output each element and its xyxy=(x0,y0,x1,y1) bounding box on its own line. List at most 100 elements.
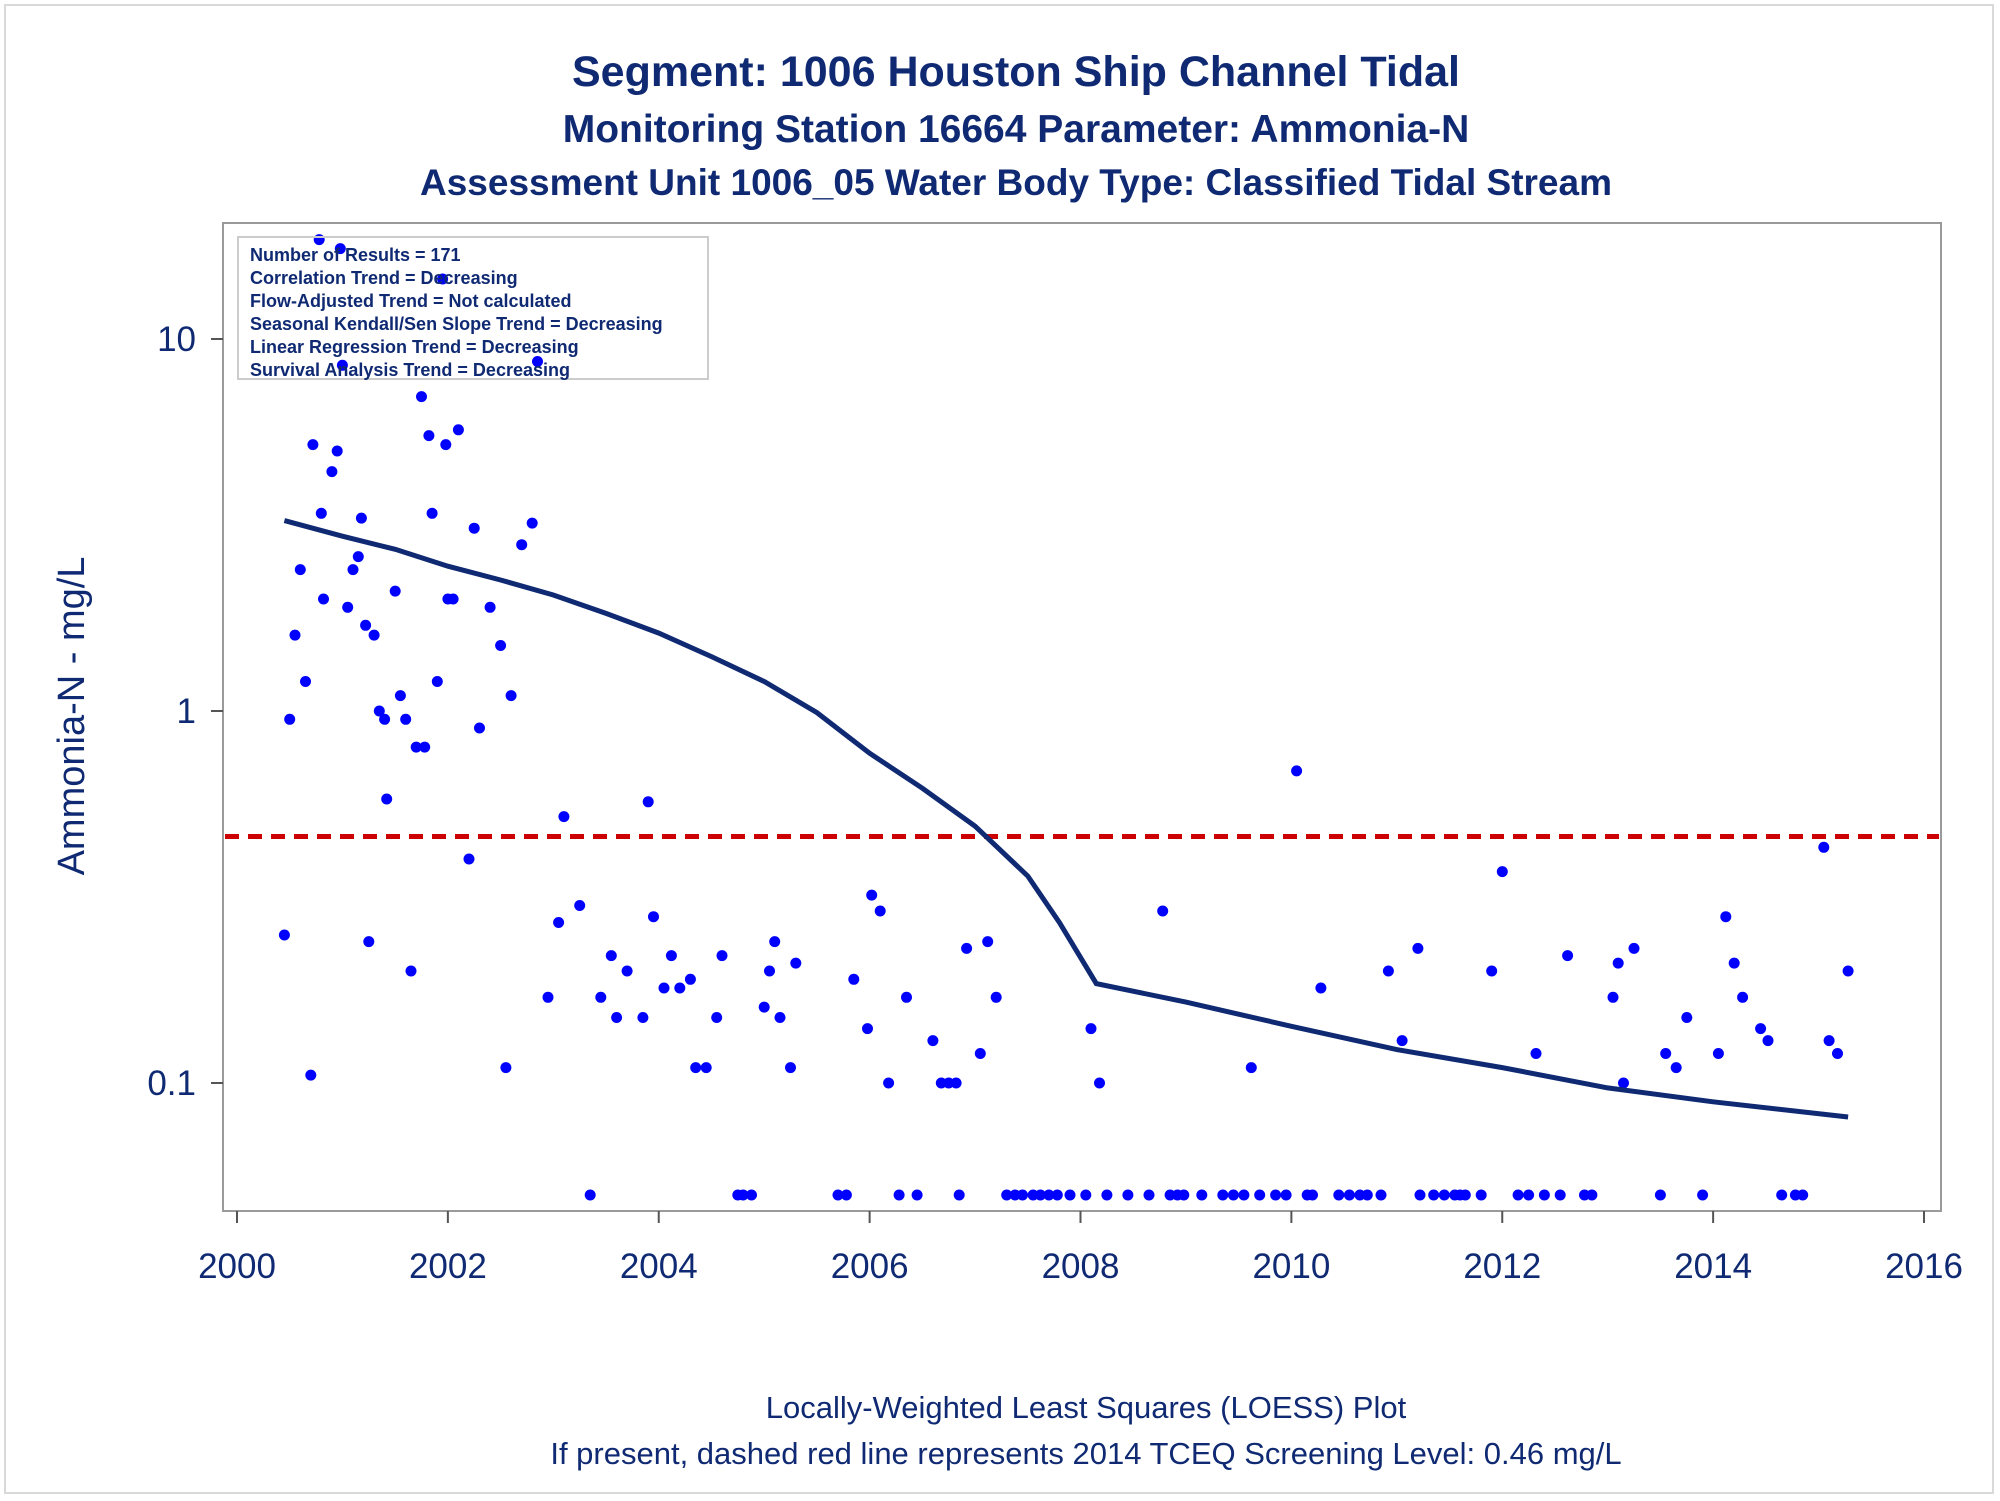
x-tick-label: 2002 xyxy=(409,1247,487,1286)
data-point xyxy=(1017,1189,1028,1201)
data-point xyxy=(642,796,654,808)
data-point xyxy=(584,1189,596,1201)
data-point xyxy=(1122,1189,1134,1201)
data-point xyxy=(284,713,296,725)
data-point xyxy=(1254,1189,1266,1201)
data-point xyxy=(1562,950,1574,962)
plot-area xyxy=(222,222,1942,1212)
data-point xyxy=(974,1048,986,1059)
data-point xyxy=(452,424,464,436)
data-point xyxy=(342,601,354,613)
data-point xyxy=(368,629,380,641)
data-point xyxy=(893,1189,905,1201)
data-point xyxy=(658,982,670,994)
data-point xyxy=(410,741,422,753)
data-point xyxy=(394,690,406,702)
data-point xyxy=(553,917,565,928)
y-axis-label: Ammonia-N - mg/L xyxy=(51,557,93,876)
data-point xyxy=(674,982,686,994)
data-point xyxy=(1101,1189,1113,1201)
data-point xyxy=(1238,1189,1250,1201)
data-point xyxy=(363,936,375,948)
data-point xyxy=(774,1012,786,1023)
data-point xyxy=(474,722,485,734)
data-point xyxy=(289,629,301,641)
data-point xyxy=(961,942,973,954)
data-point xyxy=(416,391,427,403)
data-point xyxy=(463,853,475,865)
data-point xyxy=(331,445,343,457)
data-point xyxy=(437,273,449,285)
x-tick-label: 2014 xyxy=(1674,1247,1752,1286)
data-point xyxy=(1245,1062,1257,1074)
data-point xyxy=(405,965,417,977)
data-point xyxy=(516,539,528,551)
data-point xyxy=(381,793,393,805)
x-tick-label: 2012 xyxy=(1463,1247,1541,1286)
data-point xyxy=(862,1023,873,1035)
data-point xyxy=(648,911,659,923)
x-tick-label: 2008 xyxy=(1042,1247,1120,1286)
loess-curve xyxy=(283,518,1849,1120)
data-point xyxy=(352,551,364,563)
data-point xyxy=(389,585,401,597)
data-point xyxy=(1654,1189,1666,1201)
data-point xyxy=(500,1062,512,1074)
data-point xyxy=(690,1062,702,1074)
data-point xyxy=(911,1189,923,1201)
data-point xyxy=(1428,1189,1440,1201)
data-point xyxy=(1586,1189,1598,1201)
data-point xyxy=(901,991,912,1003)
data-point xyxy=(982,936,994,948)
chart-frame: Segment: 1006 Houston Ship Channel Tidal… xyxy=(4,4,1994,1494)
chart-title: Segment: 1006 Houston Ship Channel Tidal xyxy=(572,48,1460,96)
x-tick-label: 2006 xyxy=(831,1247,909,1286)
data-point xyxy=(1720,911,1732,923)
data-point xyxy=(423,430,435,442)
data-point xyxy=(318,593,329,605)
data-point xyxy=(419,741,431,753)
data-point xyxy=(1755,1023,1767,1035)
data-point xyxy=(1530,1048,1542,1059)
y-tick-label: 0.1 xyxy=(147,1064,196,1103)
data-point xyxy=(1143,1189,1155,1201)
data-point xyxy=(1043,1189,1055,1201)
stats-line-4: Seasonal Kendall/Sen Slope Trend = Decre… xyxy=(250,314,663,334)
data-point xyxy=(874,905,886,917)
data-point xyxy=(484,601,496,613)
data-point xyxy=(684,973,696,985)
chart-subtitle-2: Assessment Unit 1006_05 Water Body Type:… xyxy=(420,162,1612,203)
data-point xyxy=(1270,1189,1282,1201)
data-point xyxy=(1670,1062,1682,1074)
data-point xyxy=(1412,942,1424,954)
data-point xyxy=(927,1035,939,1047)
data-point xyxy=(574,900,586,911)
data-point xyxy=(278,929,290,941)
data-points xyxy=(278,234,1854,1201)
data-point xyxy=(716,950,728,962)
data-point xyxy=(294,564,306,576)
data-point xyxy=(326,466,338,478)
data-point xyxy=(1361,1189,1373,1201)
data-point xyxy=(1496,866,1508,878)
data-point xyxy=(1196,1189,1208,1201)
data-point xyxy=(1333,1189,1345,1201)
data-point xyxy=(1554,1189,1566,1201)
data-point xyxy=(1178,1189,1190,1201)
data-point xyxy=(1523,1189,1535,1201)
data-point xyxy=(1797,1189,1809,1201)
y-tick-label: 1 xyxy=(177,692,196,731)
data-point xyxy=(595,991,607,1003)
data-point xyxy=(611,1012,623,1023)
data-point xyxy=(400,713,412,725)
data-point xyxy=(1818,841,1830,853)
data-point xyxy=(526,517,538,529)
data-point xyxy=(1396,1035,1408,1047)
data-point xyxy=(1307,1189,1318,1201)
footnote-loess: Locally-Weighted Least Squares (LOESS) P… xyxy=(766,1390,1407,1425)
data-point xyxy=(1414,1189,1426,1201)
data-point xyxy=(1486,965,1498,977)
data-point xyxy=(883,1077,895,1089)
data-point xyxy=(379,713,391,725)
data-point xyxy=(360,619,372,631)
